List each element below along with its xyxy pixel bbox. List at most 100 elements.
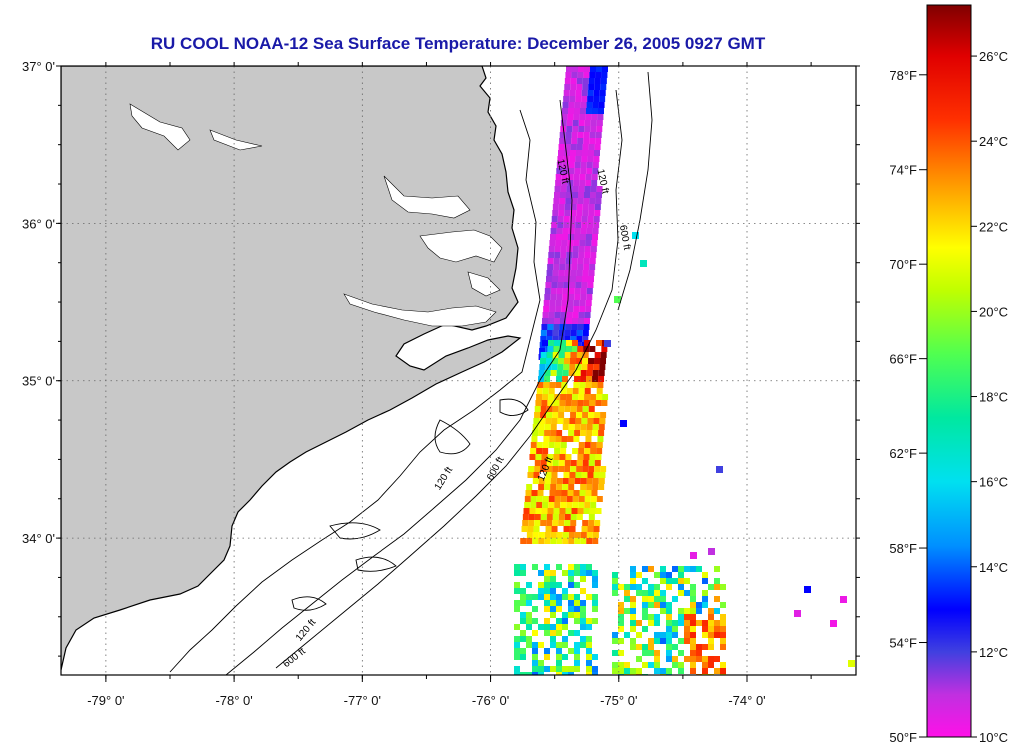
colorbar-f-label: 78°F (889, 68, 917, 83)
sst-pixel (624, 584, 630, 590)
sst-pixel (612, 584, 618, 590)
sst-pixel (588, 270, 595, 276)
sst-pixel (672, 644, 678, 650)
sst-pixel (566, 388, 573, 394)
sst-pixel (585, 240, 592, 246)
sst-pixel (589, 72, 596, 78)
sst-pixel (576, 412, 583, 418)
sst-pixel (556, 630, 562, 636)
sst-pixel (678, 608, 684, 614)
sst-pixel (533, 418, 540, 424)
sst-pixel (544, 430, 551, 436)
colorbar-c-label: 14°C (979, 560, 1008, 575)
sst-pixel (630, 602, 636, 608)
sst-pixel (572, 126, 579, 132)
sst-pixel (570, 78, 577, 84)
sst-pixel (570, 460, 577, 466)
sst-pixel (526, 624, 532, 630)
sst-pixel (720, 620, 726, 626)
sst-pixel (532, 654, 538, 660)
sst-pixel (579, 490, 586, 496)
sst-pixel (555, 174, 562, 180)
sst-pixel (587, 156, 594, 162)
sst-pixel (660, 632, 666, 638)
sst-pixel (556, 600, 562, 606)
sst-pixel (552, 276, 558, 282)
sst-pixel (538, 582, 544, 588)
sst-pixel (537, 382, 544, 388)
sst-pixel (574, 564, 580, 570)
sst-pixel (550, 288, 557, 294)
sst-pixel (586, 594, 592, 600)
sst-pixel (568, 484, 575, 490)
sst-pixel (630, 578, 636, 584)
sst-pixel (642, 596, 648, 602)
sst-pixel (547, 264, 554, 270)
sst-pixel (555, 240, 562, 246)
sst-pixel (588, 466, 595, 472)
sst-pixel (618, 668, 624, 674)
sst-pixel (567, 300, 574, 306)
sst-pixel (592, 228, 599, 234)
sst-pixel (556, 564, 562, 570)
sst-pixel (557, 282, 564, 288)
sst-pixel (531, 490, 538, 496)
sst-pixel (554, 186, 561, 192)
sst-pixel (624, 668, 630, 674)
sst-pixel (573, 490, 580, 496)
sst-pixel (690, 584, 696, 590)
sst-pixel (594, 210, 601, 216)
sst-pixel (587, 282, 594, 288)
sst-pixel (618, 638, 624, 644)
sst-pixel (565, 454, 572, 460)
sst-pixel (543, 300, 550, 306)
sst-pixel (544, 370, 551, 376)
colorbar-c-label: 26°C (979, 49, 1008, 64)
sst-pixel (578, 502, 585, 508)
sst-pixel (794, 610, 801, 617)
sst-pixel (690, 656, 696, 662)
sst-pixel (598, 430, 605, 436)
sst-pixel (560, 252, 567, 258)
sst-pixel (592, 102, 599, 108)
sst-pixel (586, 624, 592, 630)
sst-pixel (554, 448, 561, 454)
sst-pixel (554, 318, 560, 324)
sst-pixel (574, 570, 580, 576)
sst-pixel (563, 364, 570, 370)
sst-pixel (624, 590, 630, 596)
sst-pixel (583, 72, 590, 78)
sst-pixel (538, 532, 545, 538)
sst-pixel (584, 126, 591, 132)
sst-pixel (582, 352, 589, 358)
sst-pixel (563, 216, 570, 222)
colorbar-c-label: 24°C (979, 134, 1008, 149)
sst-pixel (583, 132, 590, 138)
map-title: RU COOL NOAA-12 Sea Surface Temperature:… (150, 34, 766, 53)
sst-pixel (593, 364, 600, 370)
sst-pixel (642, 614, 648, 620)
sst-pixel (690, 644, 696, 650)
sst-pixel (580, 424, 587, 430)
sst-pixel (534, 406, 541, 412)
sst-pixel (592, 162, 599, 168)
sst-pixel (556, 642, 562, 648)
sst-pixel (565, 400, 572, 406)
sst-pixel (678, 584, 684, 590)
sst-pixel (591, 174, 598, 180)
sst-pixel (555, 382, 562, 388)
sst-pixel (538, 424, 545, 430)
latitude-ticks: 37° 0' 36° 0' 35° 0' 34° 0' (22, 59, 860, 657)
sst-pixel (524, 502, 531, 508)
sst-pixel (593, 222, 600, 228)
sst-pixel (538, 570, 544, 576)
sst-pixel (568, 108, 574, 114)
sst-pixel (708, 662, 714, 668)
sst-pixel (587, 96, 594, 102)
sst-pixel (599, 418, 606, 424)
sst-pixel (579, 240, 586, 246)
sst-pixel (598, 484, 605, 490)
sst-pixel (574, 162, 581, 168)
sst-pixel (587, 222, 594, 228)
contour-label: 120 ft (594, 168, 610, 195)
